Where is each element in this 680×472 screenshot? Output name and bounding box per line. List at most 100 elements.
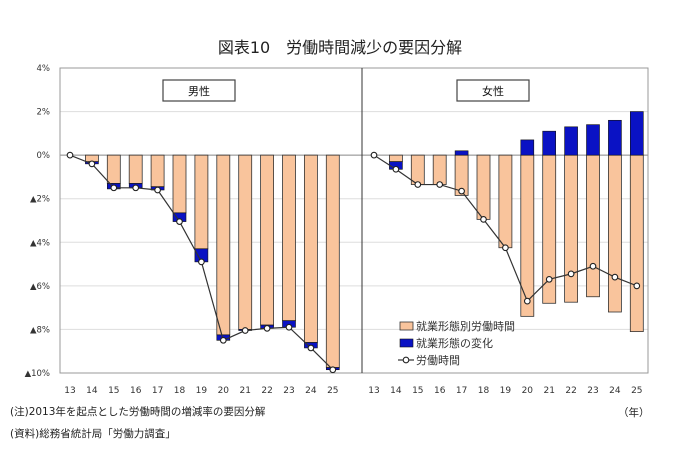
x-tick-label: 13 (64, 386, 75, 396)
line-point (480, 216, 487, 223)
x-tick-label: 18 (478, 386, 490, 396)
x-tick-label: 22 (261, 386, 272, 396)
x-tick-label: 15 (108, 386, 119, 396)
x-tick-label: 19 (196, 386, 208, 396)
bar-employment-hours (520, 154, 535, 317)
line-point (589, 262, 597, 270)
legend-label: 就業形態の変化 (416, 336, 493, 350)
line-point (567, 270, 575, 278)
legend-label: 就業形態別労働時間 (416, 319, 515, 333)
x-tick-label: 14 (390, 386, 402, 396)
line-point (307, 344, 315, 352)
x-tick-label: 16 (434, 386, 446, 396)
line-point (198, 258, 205, 266)
y-tick-label: ▲4% (30, 238, 50, 248)
bar-employment-hours (410, 154, 425, 185)
bar-employment-hours (608, 154, 622, 313)
bar-employment-hours (476, 154, 491, 220)
x-tick-label: 13 (368, 386, 379, 396)
x-tick-label: 21 (239, 386, 250, 396)
bar-employment-hours (216, 154, 231, 336)
line-point (392, 165, 400, 173)
bar-employment-change (542, 130, 557, 156)
x-tick-label: 21 (543, 386, 554, 396)
bar-employment-hours (498, 154, 513, 249)
x-tick-label: 20 (218, 386, 230, 396)
x-tick-label: 23 (283, 386, 294, 396)
bar-employment-hours (388, 154, 403, 163)
bar-employment-hours (282, 154, 296, 322)
line-point (219, 336, 227, 344)
line-point (263, 324, 271, 332)
x-tick-label: 24 (305, 386, 317, 396)
panel-male: 男性 13 14 15 16 17 18 19 20 21 22 23 24 25 (64, 79, 340, 396)
y-tick-label: 4% (37, 64, 51, 74)
line-point (176, 218, 183, 225)
line-point (241, 327, 249, 334)
line-point (154, 186, 161, 194)
line-point (436, 181, 444, 188)
y-tick-label: 2% (37, 108, 51, 118)
bar-employment-change (454, 150, 469, 156)
bar-employment-hours (194, 154, 209, 250)
bar-employment-hours (106, 154, 121, 184)
line-point (66, 151, 74, 159)
panel-female: 女性 13 14 15 16 17 18 19 20 21 22 23 24 25 (368, 79, 644, 396)
line-point (545, 275, 553, 283)
line-point (611, 273, 619, 281)
plot-frame (59, 67, 649, 374)
bar-employment-change (608, 119, 622, 156)
x-tick-label: 17 (456, 386, 467, 396)
bar-employment-change (629, 111, 644, 156)
x-tick-label: 25 (631, 386, 642, 396)
bar-employment-change (520, 139, 535, 156)
line-point (458, 187, 465, 195)
legend-marker (402, 356, 410, 364)
x-tick-label: 25 (327, 386, 338, 396)
y-tick-label: ▲10% (25, 369, 50, 379)
source-note: (資料)総務省統計局「労働力調査」 (10, 428, 176, 440)
panel-label: 女性 (482, 84, 504, 98)
x-tick-label: 15 (412, 386, 423, 396)
line-point (132, 184, 140, 192)
line-point (285, 323, 293, 331)
x-tick-label: 24 (609, 386, 621, 396)
panel-label: 男性 (188, 84, 210, 98)
line-point (502, 244, 509, 252)
bar-employment-change (564, 126, 578, 156)
bar-employment-hours (303, 154, 318, 343)
bar-employment-hours (432, 154, 447, 185)
bar-employment-hours (564, 154, 578, 303)
x-tick-label: 16 (130, 386, 142, 396)
line-point (523, 297, 531, 305)
bar-employment-change (586, 124, 600, 156)
legend-swatch-orange (399, 321, 414, 331)
x-tick-label: 17 (152, 386, 163, 396)
line-point (633, 282, 641, 290)
legend-label: 労働時間 (416, 353, 460, 367)
y-tick-label: ▲6% (30, 282, 50, 292)
bar-employment-hours (172, 154, 187, 214)
y-tick-label: ▲8% (30, 325, 50, 335)
bar-employment-hours (128, 154, 143, 184)
panel-label-box (162, 79, 236, 102)
bar-employment-hours (150, 154, 165, 188)
footnote: (注)2013年を起点とした労働時間の増減率の要因分解 (10, 406, 266, 418)
x-unit-label: （年） (618, 407, 650, 419)
line-point (329, 366, 337, 374)
x-tick-label: 23 (587, 386, 598, 396)
y-tick-label: ▲2% (30, 195, 50, 205)
bar-employment-hours (586, 154, 600, 298)
panel-label-box (456, 79, 530, 102)
x-tick-label: 18 (174, 386, 186, 396)
line-point (110, 184, 118, 192)
x-tick-label: 14 (86, 386, 98, 396)
x-tick-label: 19 (500, 386, 512, 396)
line-point (88, 160, 96, 168)
bar-employment-hours (238, 154, 253, 330)
bar-employment-hours (260, 154, 275, 326)
x-tick-label: 20 (522, 386, 534, 396)
line-point (414, 181, 422, 188)
